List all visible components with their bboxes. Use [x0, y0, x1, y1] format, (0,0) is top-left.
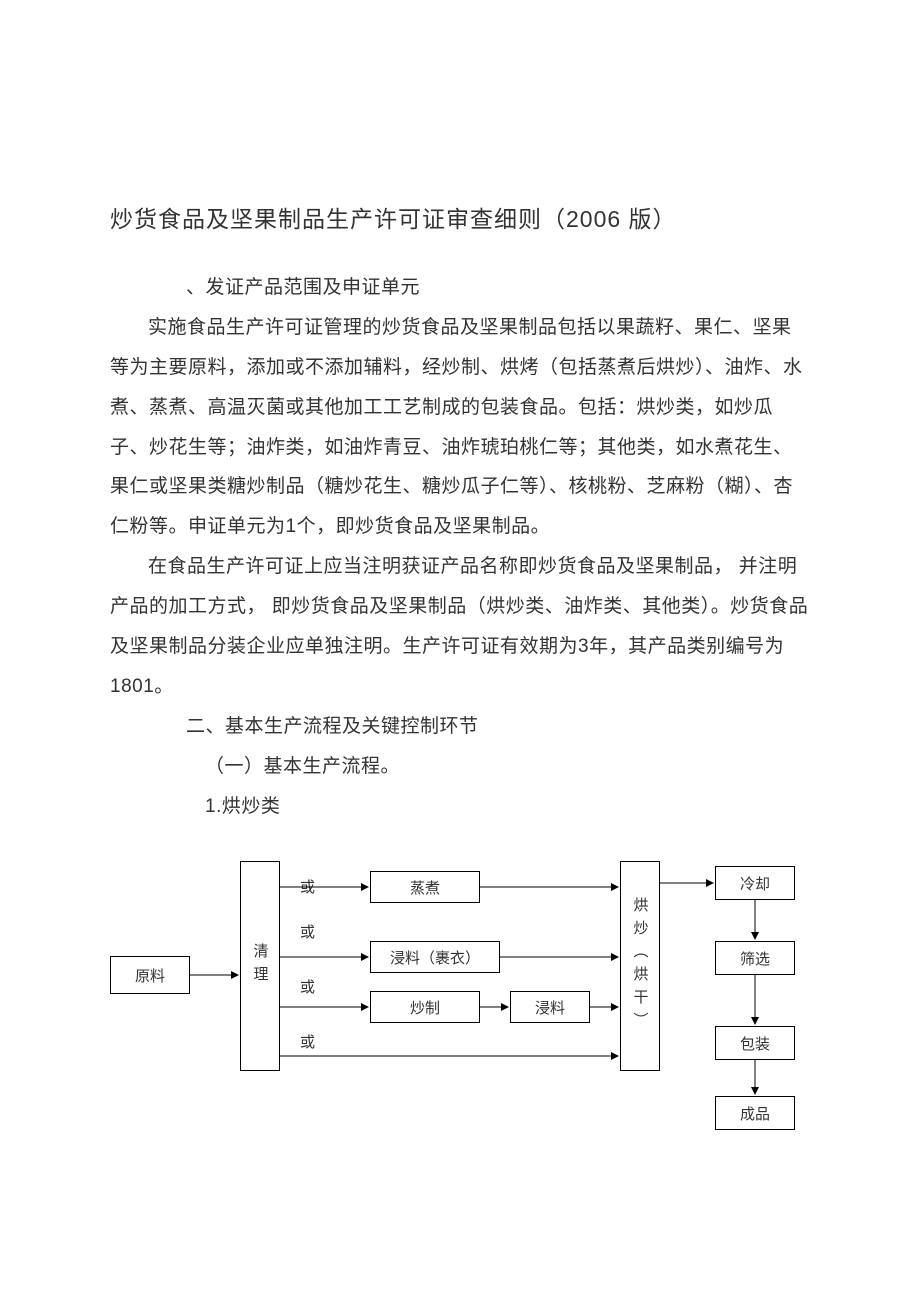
section-2-item1: 1.烘炒类	[110, 787, 810, 827]
page-title: 炒货食品及坚果制品生产许可证审查细则（2006 版）	[110, 200, 810, 234]
section-2-sub1: （一）基本生产流程。	[110, 747, 810, 787]
flow-node-steam: 蒸煮	[370, 871, 480, 903]
section-2-heading: 二、基本生产流程及关键控制环节	[110, 707, 810, 747]
flow-node-coat: 浸料（裹衣）	[370, 941, 500, 973]
paragraph-2: 在食品生产许可证上应当注明获证产品名称即炒货食品及坚果制品， 并注明产品的加工方…	[110, 547, 810, 707]
flow-node-raw: 原料	[110, 956, 190, 994]
section-1-heading: 、发证产品范围及申证单元	[110, 268, 810, 308]
paragraph-1: 实施食品生产许可证管理的炒货食品及坚果制品包括以果蔬籽、果仁、坚果等为主要原料，…	[110, 308, 810, 547]
document-page: 炒货食品及坚果制品生产许可证审查细则（2006 版） 、发证产品范围及申证单元 …	[0, 0, 920, 1303]
flow-label-or-3: 或	[300, 976, 315, 997]
flow-node-bake: 烘炒（烘干）	[620, 861, 660, 1071]
flow-node-soak: 浸料	[510, 991, 590, 1023]
flowchart: 原料 清理 蒸煮 浸料（裹衣） 炒制 浸料 烘炒（烘干） 冷却 筛选 包装 成品…	[110, 846, 810, 1156]
flow-node-sieve: 筛选	[715, 941, 795, 975]
flow-label-or-2: 或	[300, 921, 315, 942]
flow-label-or-1: 或	[300, 876, 315, 897]
flow-node-cool: 冷却	[715, 866, 795, 900]
flow-node-pack: 包装	[715, 1026, 795, 1060]
flow-node-fry: 炒制	[370, 991, 480, 1023]
flow-label-or-4: 或	[300, 1031, 315, 1052]
flow-node-product: 成品	[715, 1096, 795, 1130]
flow-node-clean: 清理	[240, 861, 280, 1071]
